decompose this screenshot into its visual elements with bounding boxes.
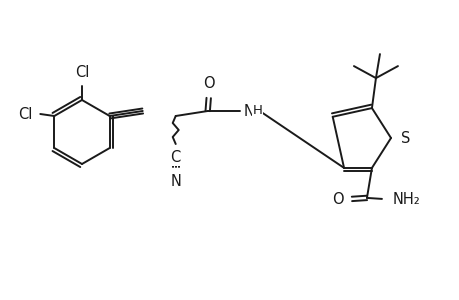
- Text: NH₂: NH₂: [392, 192, 420, 207]
- Text: Cl: Cl: [75, 65, 89, 80]
- Text: O: O: [331, 192, 343, 207]
- Text: O: O: [202, 76, 214, 91]
- Text: C: C: [170, 150, 180, 165]
- Text: H: H: [252, 103, 262, 116]
- Text: N: N: [243, 103, 254, 118]
- Text: Cl: Cl: [18, 106, 32, 122]
- Text: S: S: [400, 130, 409, 146]
- Text: N: N: [170, 174, 181, 189]
